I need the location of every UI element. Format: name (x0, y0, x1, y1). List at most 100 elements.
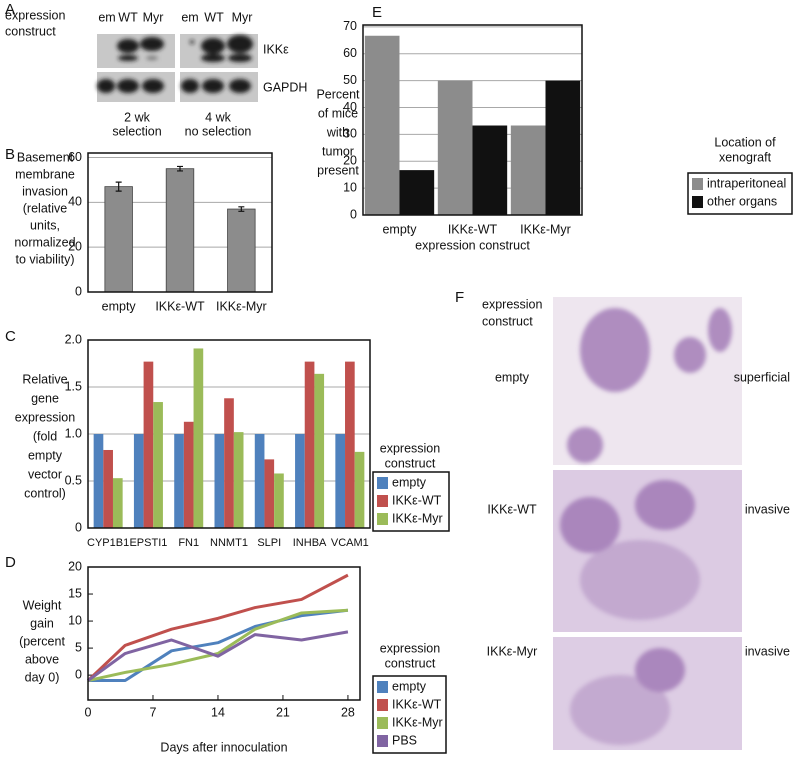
y-axis-label: normalized (14, 235, 75, 249)
legend-swatch (377, 495, 388, 507)
lane-label: Myr (143, 10, 164, 24)
y-tick-label: 1.5 (65, 379, 82, 393)
legend-label: IKKε-Myr (392, 511, 443, 525)
legend-swatch (377, 699, 388, 711)
legend-title: expression (380, 441, 440, 455)
band-label: IKKε (263, 42, 289, 56)
legend-label: PBS (392, 733, 417, 747)
y-tick-label: 2.0 (65, 332, 82, 346)
bar (264, 459, 275, 528)
x-tick-label: INHBA (293, 537, 327, 549)
bar (364, 35, 400, 215)
lane-label: WT (118, 10, 138, 24)
blot-images (97, 34, 258, 102)
y-axis-label: invasion (22, 184, 68, 198)
bar (153, 402, 163, 528)
y-tick-label: 30 (343, 127, 357, 141)
y-tick-label: 0 (75, 667, 82, 681)
bar (183, 421, 194, 528)
legend-label: empty (392, 475, 427, 489)
y-axis-label: tumor (322, 144, 354, 158)
bar (545, 80, 581, 215)
legend-swatch (377, 477, 388, 489)
x-tick-label: empty (102, 299, 137, 313)
bar (399, 170, 435, 215)
y-axis-label: with (326, 125, 349, 139)
y-axis-label: (relative (23, 201, 68, 215)
bar (165, 168, 195, 293)
y-axis-label: Basement (17, 150, 74, 164)
x-tick-label: FN1 (178, 537, 199, 549)
legend-swatch (377, 735, 388, 747)
bar (93, 434, 104, 528)
panel-label: E (372, 4, 382, 21)
legend-label: empty (392, 679, 427, 693)
x-axis-label: expression construct (415, 238, 530, 252)
bar (233, 432, 244, 528)
condition-label: 4 wk (205, 110, 231, 124)
plot-frame (87, 339, 371, 529)
error-bar (238, 206, 245, 212)
y-tick-label: 40 (343, 100, 357, 114)
construct-label: empty (495, 370, 530, 384)
legend-swatch (377, 513, 388, 525)
legend-title: xenograft (719, 150, 772, 164)
y-axis-label: of mice (318, 106, 358, 120)
y-axis-label: expression (15, 410, 75, 424)
column-label: construct (482, 314, 533, 328)
bar (254, 434, 265, 528)
band-label: GAPDH (263, 80, 307, 94)
construct-label: IKKε-WT (487, 502, 537, 516)
y-tick-label: 60 (343, 46, 357, 60)
tissue-regions (560, 308, 732, 745)
row-label: construct (5, 24, 56, 38)
x-tick-label: NNMT1 (210, 537, 248, 549)
plot-frame (87, 152, 273, 293)
x-tick-label: VCAM1 (331, 537, 369, 549)
bar (314, 373, 325, 528)
plot-frame (362, 24, 583, 216)
y-tick-label: 20 (68, 239, 82, 253)
y-tick-label: 0 (350, 207, 357, 221)
y-axis-label: units, (30, 218, 60, 232)
legend-label: intraperitoneal (707, 176, 786, 190)
bar (104, 186, 133, 293)
bar (214, 434, 225, 528)
lane-label: Myr (232, 10, 253, 24)
condition-label: 2 wk (124, 110, 150, 124)
bar (227, 208, 256, 293)
bar (103, 449, 113, 528)
y-axis-label: control) (24, 486, 66, 500)
bar (224, 398, 234, 528)
x-tick-label: IKKε-WT (155, 299, 205, 313)
y-axis-label: gain (30, 616, 54, 630)
lane-label: em (181, 10, 198, 24)
y-tick-label: 70 (343, 19, 357, 33)
legend-title: Location of (714, 135, 776, 149)
column-label: expression (482, 297, 542, 311)
legend-title: construct (385, 656, 436, 670)
legend-label: IKKε-WT (392, 493, 442, 507)
y-axis-label: day 0) (25, 670, 60, 684)
bar (510, 125, 546, 215)
bar (354, 451, 365, 528)
legend-label: other organs (707, 194, 777, 208)
panel-label: B (5, 146, 15, 163)
x-tick-label: 7 (150, 705, 157, 719)
x-tick-label: EPSTI1 (129, 537, 167, 549)
y-tick-label: 20 (68, 559, 82, 573)
y-tick-label: 40 (68, 195, 82, 209)
y-tick-label: 0.5 (65, 473, 82, 487)
legend-swatch (692, 178, 703, 190)
y-tick-label: 1.0 (65, 426, 82, 440)
y-axis-label: membrane (15, 167, 75, 181)
y-axis-label: empty (28, 448, 63, 462)
y-axis-label: gene (31, 391, 59, 405)
y-axis-label: present (317, 163, 359, 177)
legend-swatch (692, 196, 703, 208)
construct-label: IKKε-Myr (487, 644, 538, 658)
x-tick-label: IKKε-Myr (216, 299, 267, 313)
y-axis-label: Relative (22, 372, 67, 386)
y-axis-label: to viability) (15, 252, 74, 266)
